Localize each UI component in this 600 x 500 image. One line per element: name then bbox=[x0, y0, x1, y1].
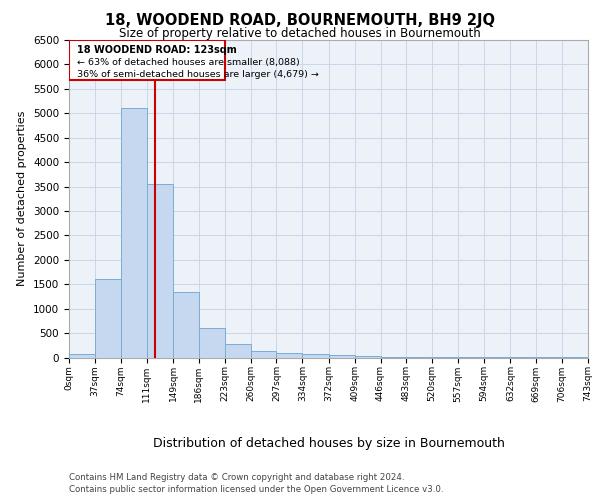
Bar bbox=[355, 356, 380, 358]
Bar bbox=[277, 352, 302, 358]
Bar bbox=[329, 355, 355, 358]
Text: Size of property relative to detached houses in Bournemouth: Size of property relative to detached ho… bbox=[119, 28, 481, 40]
FancyBboxPatch shape bbox=[69, 40, 225, 80]
Bar bbox=[173, 292, 199, 358]
Bar bbox=[95, 280, 121, 357]
Y-axis label: Number of detached properties: Number of detached properties bbox=[17, 111, 28, 286]
Text: Contains public sector information licensed under the Open Government Licence v3: Contains public sector information licen… bbox=[69, 485, 443, 494]
Bar bbox=[302, 354, 329, 358]
Bar bbox=[251, 352, 277, 358]
Bar bbox=[121, 108, 146, 358]
Text: ← 63% of detached houses are smaller (8,088): ← 63% of detached houses are smaller (8,… bbox=[77, 58, 299, 66]
Bar bbox=[225, 344, 251, 358]
Text: 36% of semi-detached houses are larger (4,679) →: 36% of semi-detached houses are larger (… bbox=[77, 70, 319, 78]
Bar bbox=[146, 184, 173, 358]
Text: Contains HM Land Registry data © Crown copyright and database right 2024.: Contains HM Land Registry data © Crown c… bbox=[69, 472, 404, 482]
Bar bbox=[69, 354, 95, 358]
Text: 18, WOODEND ROAD, BOURNEMOUTH, BH9 2JQ: 18, WOODEND ROAD, BOURNEMOUTH, BH9 2JQ bbox=[105, 12, 495, 28]
Text: Distribution of detached houses by size in Bournemouth: Distribution of detached houses by size … bbox=[153, 438, 505, 450]
Bar bbox=[199, 328, 225, 358]
Text: 18 WOODEND ROAD: 123sqm: 18 WOODEND ROAD: 123sqm bbox=[77, 45, 236, 55]
Bar bbox=[380, 357, 406, 358]
